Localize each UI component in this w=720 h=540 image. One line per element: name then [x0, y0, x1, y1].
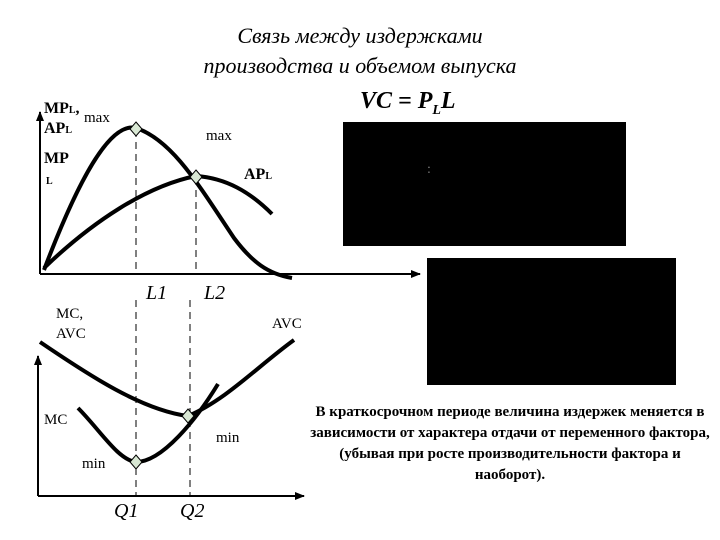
mp-curve-label: MP — [44, 150, 69, 168]
top-y-label-ap-sub: L — [65, 125, 72, 136]
top-y-label-sep: , — [75, 100, 80, 117]
q2-tick-label: Q2 — [180, 500, 205, 522]
l1-tick-label: L1 — [146, 282, 168, 304]
formula-subscript: L — [432, 102, 441, 118]
mp-max-label: max — [84, 110, 110, 126]
mc-min-marker — [129, 454, 143, 470]
ap-max-marker — [189, 169, 203, 185]
avc-curve — [38, 338, 296, 419]
bottom-y-label-line-2: AVC — [56, 326, 86, 342]
q1-tick-label: Q1 — [114, 500, 139, 522]
mc-curve-label: MC — [44, 412, 68, 428]
explanation-note: В краткосрочном периоде величина издерже… — [310, 404, 710, 483]
panel-glyph: : — [427, 162, 431, 177]
top-y-label-mp-sub: L — [68, 105, 76, 116]
top-y-label-line-2: APL — [44, 120, 72, 138]
ap-max-label: max — [206, 128, 232, 144]
mc-min-label: min — [82, 456, 106, 472]
mp-curve-label-main: MP — [44, 150, 69, 167]
avc-curve-label: AVC — [272, 316, 302, 332]
black-panel-bottom — [427, 258, 676, 385]
formula-tail: L — [440, 88, 456, 114]
formula: VC = PLL — [360, 88, 456, 119]
ap-curve-label-sub: L — [265, 171, 272, 182]
top-y-label-ap: AP — [44, 120, 66, 137]
avc-min-marker — [181, 408, 195, 424]
mp-curve — [42, 125, 293, 280]
mc-curve — [76, 382, 220, 465]
ap-curve-label-main: AP — [244, 166, 266, 183]
top-y-label-line-1: MPL, — [44, 100, 80, 118]
formula-main: VC = P — [360, 88, 433, 114]
ap-curve — [42, 173, 274, 270]
top-y-label-mp: MP — [44, 100, 69, 117]
mp-curve-label-sub: L — [46, 176, 53, 187]
title-line-1: Связь между издержками — [237, 23, 483, 48]
l2-tick-label: L2 — [204, 282, 226, 304]
black-panel-top: : — [343, 122, 626, 246]
ap-curve-label: APL — [244, 166, 272, 184]
title-line-2: производства и объемом выпуска — [203, 53, 517, 78]
mp-max-marker — [129, 121, 143, 137]
bottom-y-label-line-1: MC, — [56, 306, 84, 322]
avc-min-label: min — [216, 430, 240, 446]
